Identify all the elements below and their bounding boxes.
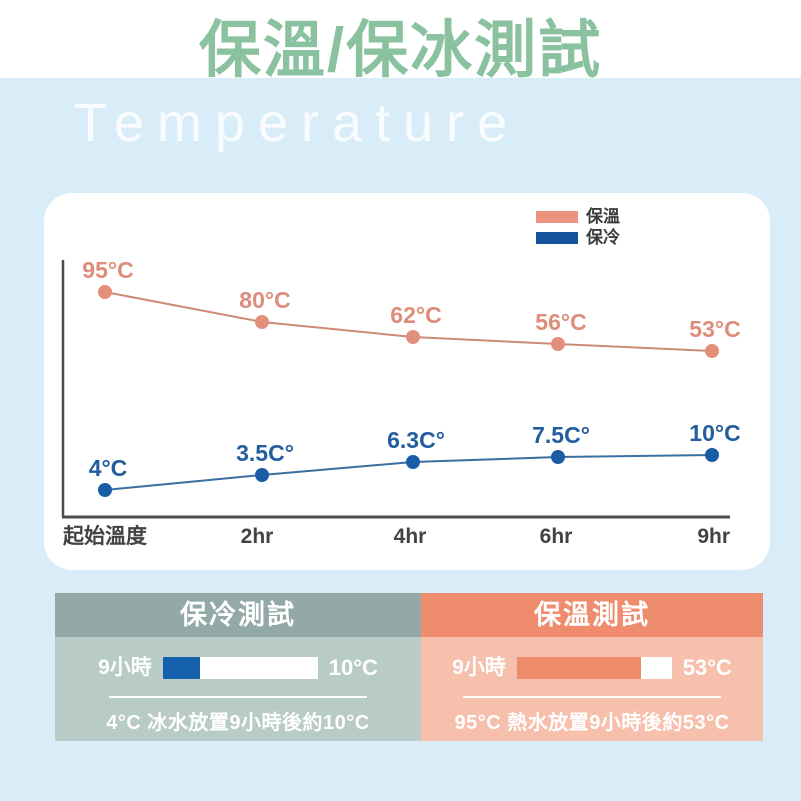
point-label: 3.5C° (236, 440, 294, 466)
heat-test-bar-fill (516, 657, 641, 679)
chart-legend: 保溫 保冷 (536, 208, 620, 246)
heat-test-duration-label: 9小時 (452, 656, 506, 679)
heat-test-caption: 95°C 熱水放置9小時後約53°C (454, 712, 730, 734)
cold-test-value: 10°C (328, 655, 378, 680)
data-point (406, 455, 420, 469)
data-point (705, 448, 719, 462)
cold-test-body: 9小時 10°C 4°C 冰水放置9小時後約10°C (55, 637, 421, 741)
heat-test-bar-track (516, 657, 672, 679)
cold-test-duration-label: 9小時 (98, 656, 152, 679)
cold-test-panel: 保冷測試 9小時 10°C 4°C 冰水放置9小時後約10°C (55, 593, 421, 741)
heat-test-title: 保溫測試 (421, 593, 763, 637)
legend-item-cold: 保冷 (536, 229, 620, 246)
point-label: 56°C (535, 309, 586, 335)
data-point (705, 344, 719, 358)
point-label: 95°C (82, 257, 133, 283)
data-point (98, 285, 112, 299)
data-point (255, 315, 269, 329)
x-tick-label: 2hr (241, 525, 274, 548)
point-label: 53°C (689, 316, 740, 342)
cold-test-title: 保冷測試 (55, 593, 421, 637)
legend-label-cold: 保冷 (586, 228, 620, 247)
cold-test-bar-track (162, 657, 318, 679)
test-result-panels: 保冷測試 9小時 10°C 4°C 冰水放置9小時後約10°C 保溫測試 9小時… (55, 593, 763, 741)
x-tick-label: 4hr (394, 525, 427, 548)
x-tick-label: 6hr (540, 525, 573, 548)
point-label: 4°C (89, 455, 128, 481)
chart-card: 起始溫度 2hr 4hr 6hr 9hr 95°C 80°C 62°C 56°C 53°C 4°C 3… (44, 193, 770, 570)
cold-test-caption: 4°C 冰水放置9小時後約10°C (106, 712, 370, 734)
heat-test-divider (463, 696, 721, 698)
legend-swatch-cold (536, 231, 578, 244)
heat-test-bar-row: 9小時 53°C (452, 657, 732, 679)
point-label: 80°C (239, 287, 290, 313)
line-chart: 起始溫度 2hr 4hr 6hr 9hr 95°C 80°C 62°C 56°C 53°C 4°C 3… (61, 257, 741, 548)
data-point (255, 468, 269, 482)
heat-test-body: 9小時 53°C 95°C 熱水放置9小時後約53°C (421, 637, 763, 741)
cold-test-divider (109, 696, 367, 698)
data-point (406, 330, 420, 344)
heat-test-value: 53°C (682, 655, 732, 680)
cold-test-bar-row: 9小時 10°C (98, 657, 378, 679)
legend-swatch-warm (536, 210, 578, 223)
legend-label-warm: 保溫 (586, 207, 620, 226)
point-label: 6.3C° (387, 427, 445, 453)
page-title: 保溫/保冰測試 (198, 16, 603, 85)
legend-item-warm: 保溫 (536, 208, 620, 225)
data-point (551, 450, 565, 464)
x-tick-label: 起始溫度 (62, 524, 147, 548)
heat-test-panel: 保溫測試 9小時 53°C 95°C 熱水放置9小時後約53°C (421, 593, 763, 741)
x-tick-label: 9hr (697, 525, 730, 548)
watermark-text: Temperature (74, 93, 521, 153)
data-point (551, 337, 565, 351)
point-label: 62°C (390, 302, 441, 328)
data-point (98, 483, 112, 497)
point-label: 10°C (689, 420, 740, 446)
cold-test-bar-fill (162, 657, 200, 679)
point-label: 7.5C° (532, 422, 590, 448)
